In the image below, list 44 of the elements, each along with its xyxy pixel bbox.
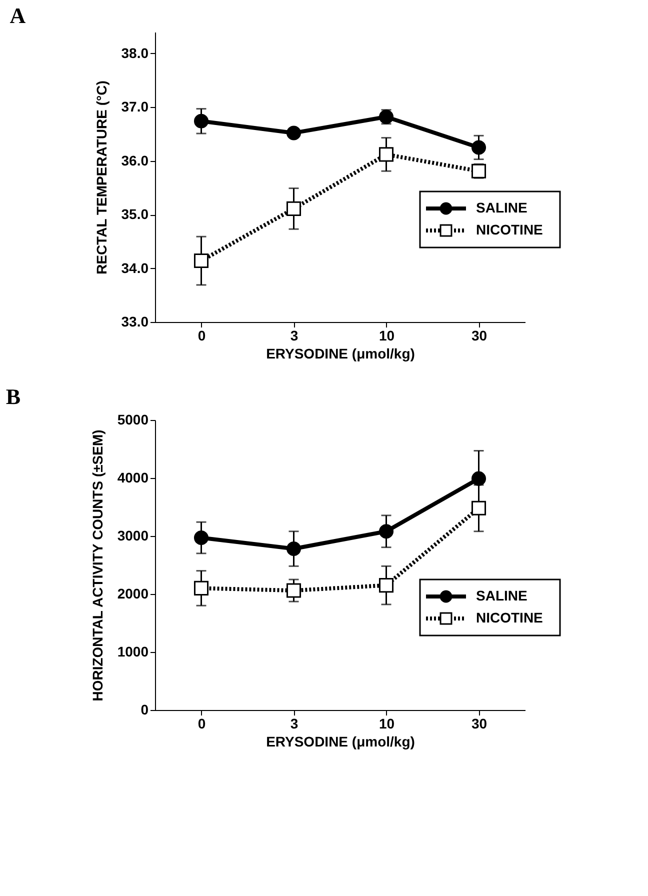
y-tick-label: 4000 — [117, 470, 149, 486]
legend-label: NICOTINE — [476, 610, 543, 626]
point — [471, 500, 486, 516]
x-tick-label: 3 — [290, 328, 298, 344]
x-tick-label: 30 — [471, 328, 488, 344]
point — [378, 147, 394, 162]
y-tick-label: 36.0 — [121, 152, 149, 168]
legend-label: SALINE — [476, 200, 528, 216]
y-tick-label: 5000 — [117, 412, 149, 428]
x-tick-label: 3 — [290, 716, 298, 732]
y-tick-label: 33.0 — [121, 314, 149, 330]
x-tick-label: 30 — [471, 716, 488, 732]
point — [286, 542, 302, 556]
x-tick-label: 0 — [198, 328, 206, 344]
y-tick-label: 0 — [140, 702, 149, 718]
y-tick-label: 35.0 — [121, 206, 149, 222]
chart-title: B — [6, 384, 21, 409]
point — [194, 580, 209, 596]
x-axis-title: ERYSODINE (μmol/kg) — [266, 346, 415, 362]
point — [471, 140, 486, 155]
point — [286, 583, 302, 598]
point — [286, 126, 302, 140]
point — [378, 524, 394, 539]
legend-label: SALINE — [476, 588, 528, 604]
point — [194, 114, 209, 128]
x-tick-label: 10 — [378, 716, 395, 732]
y-axis-title: HORIZONTAL ACTIVITY COUNTS (±SEM) — [89, 430, 106, 702]
y-tick-label: 2000 — [117, 586, 149, 602]
point — [286, 201, 302, 216]
chart-title: A — [10, 3, 26, 28]
point — [378, 578, 394, 593]
y-tick-label: 3000 — [117, 528, 149, 544]
point — [194, 254, 209, 268]
y-tick-label: 34.0 — [121, 260, 149, 276]
y-tick-label: 37.0 — [121, 98, 149, 115]
point — [471, 471, 486, 486]
point — [194, 530, 209, 545]
x-tick-label: 10 — [378, 328, 395, 344]
legend-label: NICOTINE — [476, 222, 543, 238]
y-tick-label: 38.0 — [121, 44, 149, 61]
y-axis-title: RECTAL TEMPERATURE (°C) — [93, 80, 110, 274]
x-tick-label: 0 — [198, 716, 206, 732]
x-axis-title: ERYSODINE (μmol/kg) — [266, 734, 415, 750]
y-tick-label: 1000 — [117, 644, 149, 660]
